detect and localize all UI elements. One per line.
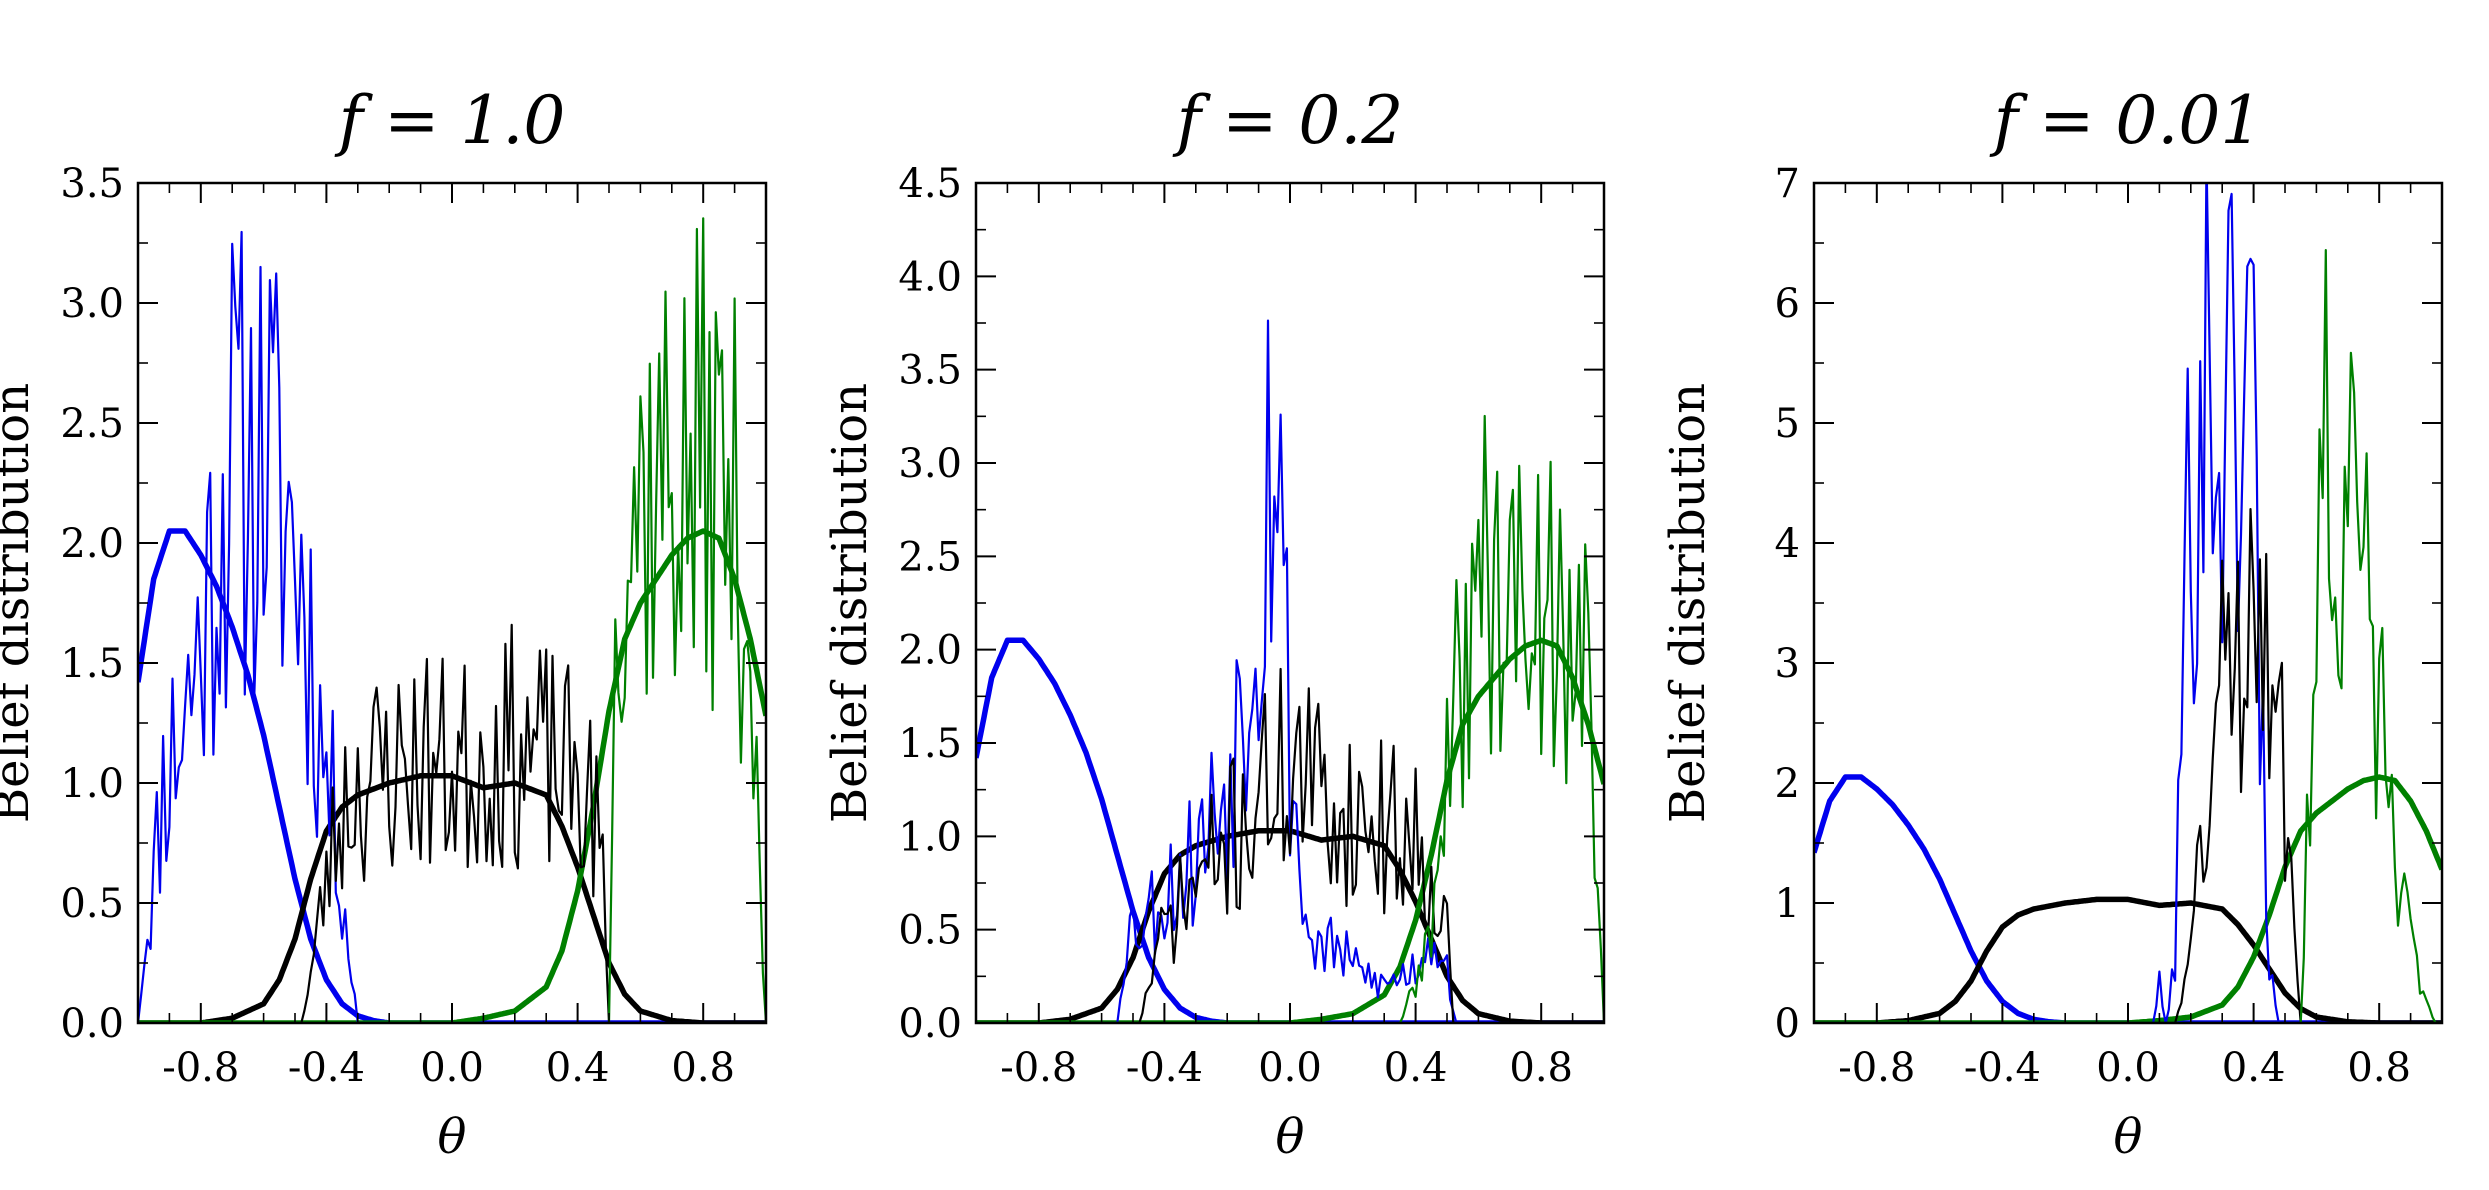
series-prior-middle-line [976,827,1604,1023]
x-tick-label: 0.4 [1384,1045,1448,1091]
series-prior-middle-line [1814,896,2442,1023]
series-prior-left-line [976,637,1604,1023]
y-tick-label: 1.0 [898,814,962,860]
series-posterior-right-noisy-line [976,414,1604,1023]
x-tick-label: 0.8 [2347,1045,2411,1091]
series-posterior-left-noisy-line [138,230,766,1023]
x-tick-label: 0.0 [2096,1045,2160,1091]
x-tick-label: 0.8 [671,1045,735,1091]
series-group [1814,183,2442,1023]
x-tick-label: -0.8 [162,1045,239,1091]
series-prior-middle-line [138,773,766,1023]
panel-f-1.0: -0.8 -0.4 0.0 0.4 0.8 0.0 0.5 1.0 1.5 2.0 2.5 3.0 3.… [0,82,768,1165]
y-tick-label: 0.0 [898,1001,962,1047]
x-axis-label: θ [2114,1109,2143,1165]
x-tick-label: 0.8 [1509,1045,1573,1091]
y-tick-label: 5 [1775,401,1800,447]
panel-f-0.2: -0.8 -0.4 0.0 0.4 0.8 0.0 0.5 1.0 1.5 2.0 2.5 3.0 3.… [822,82,1606,1165]
x-tick-label: 0.4 [2222,1045,2286,1091]
series-prior-left-line [138,528,766,1023]
y-tick-label: 2.5 [898,534,962,580]
y-tick-label: 4.0 [898,254,962,300]
panel-title: f = 0.2 [1172,82,1404,159]
series-prior-right-line [138,528,766,1023]
x-tick-label: -0.8 [1838,1045,1915,1091]
y-tick-label: 0.0 [60,1001,124,1047]
series-group [976,319,1604,1023]
y-axis-label: Belief distribution [1660,383,1716,823]
series-prior-right-line [1814,774,2442,1023]
y-tick-label: 0.5 [898,908,962,954]
y-tick-label: 4.5 [898,161,962,207]
x-tick-label: 0.0 [420,1045,484,1091]
y-tick-label: 1.0 [60,761,124,807]
y-tick-label: 2 [1775,761,1800,807]
y-tick-label: 4 [1775,521,1800,567]
x-tick-label: -0.8 [1000,1045,1077,1091]
x-axis-label: θ [438,1109,467,1165]
series-posterior-left-noisy-line [1814,183,2442,1023]
x-tick-label: 0.0 [1258,1045,1322,1091]
y-tick-label: 2.5 [60,401,124,447]
y-tick-label: 3.0 [60,281,124,327]
y-tick-label: 2.0 [898,628,962,674]
y-tick-label: 7 [1775,161,1800,207]
y-tick-label: 0.5 [60,881,124,927]
y-tick-label: 1 [1775,881,1800,927]
x-tick-label: -0.4 [288,1045,365,1091]
panel-title: f = 0.01 [1989,82,2263,159]
y-tick-label: 3.5 [898,348,962,394]
y-tick-label: 0 [1775,1001,1800,1047]
y-tick-label: 3 [1775,641,1800,687]
y-tick-label: 2.0 [60,521,124,567]
x-axis-label: θ [1276,1109,1305,1165]
panel-title: f = 1.0 [334,82,566,159]
x-tick-label: -0.4 [1126,1045,1203,1091]
series-prior-left-line [1814,774,2442,1023]
x-tick-label: -0.4 [1964,1045,2041,1091]
y-tick-label: 6 [1775,281,1800,327]
axes-frame [974,181,1606,1025]
y-tick-label: 1.5 [60,641,124,687]
series-posterior-right-noisy-line [1814,249,2442,1023]
panel-f-0.01: -0.8 -0.4 0.0 0.4 0.8 0 1 2 3 4 5 6 7 f = 0.01 θ Belief… [1660,82,2444,1165]
series-group [138,217,766,1023]
y-axis-label: Belief distribution [0,383,40,823]
y-tick-label: 3.0 [898,441,962,487]
series-posterior-left-noisy-line [976,319,1604,1023]
y-tick-label: 1.5 [898,721,962,767]
x-tick-label: 0.4 [546,1045,610,1091]
series-posterior-middle-noisy-line [976,667,1604,1023]
series-posterior-middle-noisy-line [1814,508,2442,1023]
y-axis-label: Belief distribution [822,383,878,823]
series-posterior-middle-noisy-line [138,623,766,1023]
series-posterior-right-noisy-line [138,217,766,1023]
y-tick-label: 3.5 [60,161,124,207]
